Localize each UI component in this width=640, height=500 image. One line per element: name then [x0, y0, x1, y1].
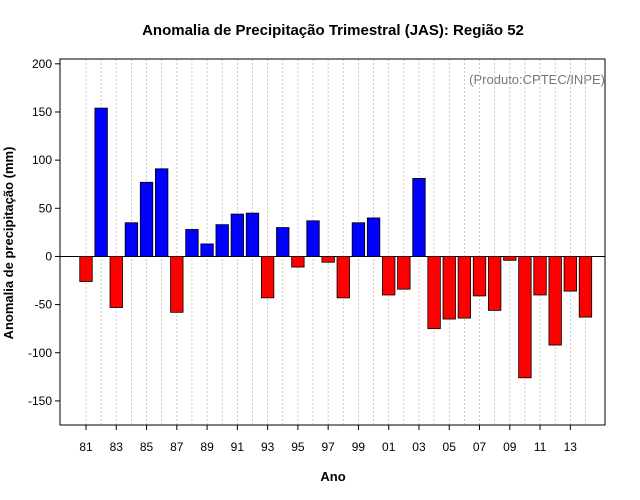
bar-93: [260, 256, 275, 299]
x-tick-label: 87: [170, 440, 184, 454]
bar-87: [170, 256, 184, 313]
bar-03: [412, 178, 426, 257]
bar-96: [306, 220, 320, 257]
bar-84: [124, 222, 139, 257]
bar-85: [139, 181, 154, 257]
bar-98: [336, 256, 350, 299]
bar-08: [487, 256, 502, 311]
x-tick-label: 01: [382, 440, 396, 454]
plot-frame: [59, 58, 606, 426]
bar-12: [548, 256, 562, 346]
x-tick-label: 85: [140, 440, 154, 454]
x-tick-label: 97: [321, 440, 335, 454]
y-tick-label: -100: [28, 346, 52, 360]
bar-05: [442, 256, 456, 320]
x-tick-label: 13: [564, 440, 578, 454]
x-tick-label: 95: [291, 440, 305, 454]
y-tick-label: -50: [35, 298, 53, 312]
y-tick-label: 0: [45, 249, 52, 263]
bar-01: [382, 256, 396, 296]
y-axis-label: Anomalia de precipitação (mm): [1, 147, 16, 340]
bar-11: [533, 256, 547, 296]
bar-86: [155, 168, 169, 257]
bar-10: [518, 256, 532, 379]
y-tick-label: 50: [39, 201, 53, 215]
bar-13: [563, 256, 577, 292]
y-tick-label: -150: [28, 394, 52, 408]
x-tick-label: 83: [110, 440, 124, 454]
bar-97: [321, 256, 335, 263]
bar-82: [94, 107, 108, 257]
bar-81: [79, 256, 93, 282]
x-tick-label: 91: [231, 440, 245, 454]
x-tick-label: 11: [534, 440, 547, 454]
bar-94: [276, 227, 290, 257]
bar-92: [245, 212, 260, 257]
x-tick-label: 81: [79, 440, 93, 454]
bar-04: [427, 256, 441, 330]
bar-90: [215, 224, 229, 257]
bar-83: [109, 256, 123, 308]
y-tick-label: 150: [32, 105, 52, 119]
bar-07: [472, 256, 487, 297]
credit-note: (Produto:CPTEC/INPE): [469, 72, 605, 87]
bar-02: [397, 256, 411, 290]
x-tick-label: 93: [261, 440, 275, 454]
chart-title: Anomalia de Precipitação Trimestral (JAS…: [142, 22, 524, 39]
bar-00: [366, 217, 381, 257]
bar-14: [578, 256, 593, 318]
x-tick-label: 05: [443, 440, 457, 454]
bar-99: [351, 222, 366, 257]
bar-91: [230, 213, 245, 257]
x-tick-label: 07: [473, 440, 487, 454]
bar-88: [185, 229, 199, 257]
bar-09: [503, 256, 517, 261]
bar-06: [457, 256, 472, 319]
x-tick-label: 03: [412, 440, 426, 454]
x-tick-label: 99: [352, 440, 366, 454]
bar-95: [291, 256, 305, 268]
x-tick-label: 09: [503, 440, 517, 454]
x-axis-label: Ano: [320, 469, 345, 484]
x-tick-label: 89: [200, 440, 214, 454]
y-tick-label: 100: [32, 153, 52, 167]
bar-series: [79, 107, 593, 379]
bar-89: [200, 243, 214, 257]
y-tick-label: 200: [32, 57, 52, 71]
